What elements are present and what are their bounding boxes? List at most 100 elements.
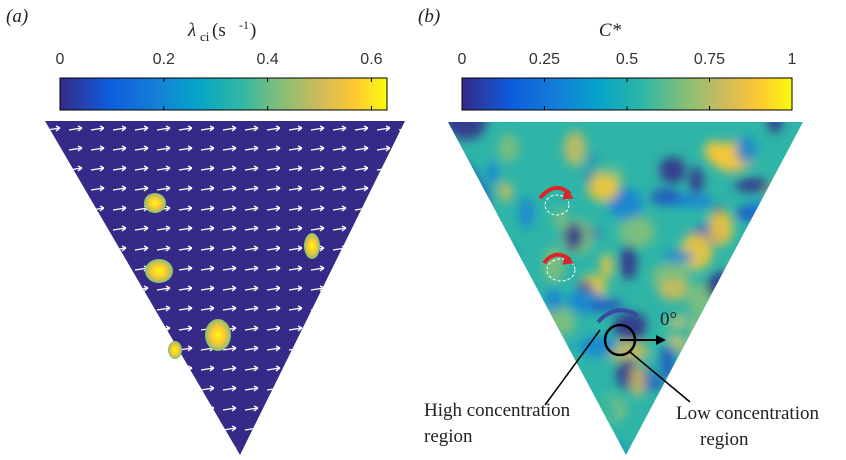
texture-blob [454,352,488,375]
texture-blob [650,188,682,206]
texture-blob [473,345,516,357]
texture-blob [746,326,771,347]
texture-blob [448,163,479,196]
texture-blob [448,271,474,286]
texture-blob [731,330,777,349]
colorbar-title: C* [599,20,622,41]
texture-blob [768,378,783,404]
texture-blob [554,208,567,229]
vortex-cores [144,193,320,359]
texture-blob [717,312,755,326]
texture-blob [659,156,686,184]
colorbar [461,77,793,111]
texture-blob [498,181,513,202]
texture-blob [448,360,473,391]
texture-blob [764,304,798,320]
colorbar-tick-label: 0 [458,51,467,68]
texture-blob [618,216,656,248]
colorbar-title-sub: ci [200,29,210,44]
texture-blob [778,433,791,447]
colorbar-tick-label: 0.4 [256,51,278,68]
annotation: region [424,426,473,447]
texture-blob [787,268,803,294]
texture-blob [535,436,582,455]
texture-blob [671,192,713,210]
texture-blob [479,276,508,287]
panel-label: (b) [418,6,440,27]
texture-blob [659,344,676,380]
texture-blob [773,342,803,376]
texture-blob [448,300,476,329]
annotation: High concentration [424,400,571,421]
colorbar [59,77,388,111]
texture-blob [753,420,781,454]
texture-blob [746,379,764,406]
texture-blob [496,246,517,268]
texture-blob [643,433,665,445]
vortex-markers [538,186,691,406]
colorbar-tick-label: 0.25 [529,51,560,68]
texture-blob [523,308,554,345]
texture-blob [505,300,524,336]
texture-blob [703,140,725,162]
colorbar-tick-label: 0.5 [616,51,638,68]
texture-blob [785,249,803,287]
texture-blob [613,311,649,342]
texture-blob [468,321,493,345]
texture-blob [675,207,712,227]
texture-blob [486,161,499,186]
texture-blob [450,179,490,218]
texture-blob [448,122,487,140]
texture-blob [454,335,480,369]
texture-blob [519,197,535,229]
texture-blob [557,342,583,366]
texture-blob [705,271,748,301]
texture-blob [579,395,619,426]
texture-blob [543,246,564,283]
texture-blob [620,244,638,281]
angle-label: 0° [660,309,677,330]
texture-blob [600,253,613,279]
texture-blob [658,278,689,301]
annotation: Low concentration [676,403,819,424]
texture-blob [579,335,617,357]
texture-blob [454,160,468,174]
texture-blob [769,283,784,300]
texture-blob [515,353,557,375]
texture-blob [510,320,541,343]
texture-blob [735,136,757,164]
texture-blob [729,260,748,273]
texture-blob [545,446,557,455]
texture-blob [448,312,458,343]
texture-blob [767,122,783,134]
texture-blob [680,314,696,351]
texture-blob [587,175,620,202]
texture-blob [774,301,803,319]
texture-blob [582,159,623,171]
texture-blob [498,133,519,163]
texture-blob [772,375,803,402]
colorbar-tick-label: 1 [788,51,797,68]
texture-blob [565,222,583,251]
velocity-vectors [45,121,405,455]
texture-blob [510,335,530,359]
texture-blob [741,381,764,405]
colorbar-tick-label: 0.2 [153,51,175,68]
texture-blob [757,369,795,393]
concentration-field [448,122,803,455]
colorbar-title-sup: -1 [239,18,249,32]
colorbar-tick-label: 0 [56,51,65,68]
texture-blob [648,323,688,340]
texture-blob [629,364,647,397]
texture-blob [680,232,713,270]
texture-blob [544,307,576,336]
texture-blob [518,335,545,348]
colorbar-tick-label: 0.6 [360,51,382,68]
texture-blob [751,156,780,167]
panel-label: (a) [6,6,28,27]
texture-blob [661,250,695,263]
colorbar-title-unit: ) [250,20,256,41]
texture-blob [681,359,714,373]
texture-blob [689,166,704,195]
